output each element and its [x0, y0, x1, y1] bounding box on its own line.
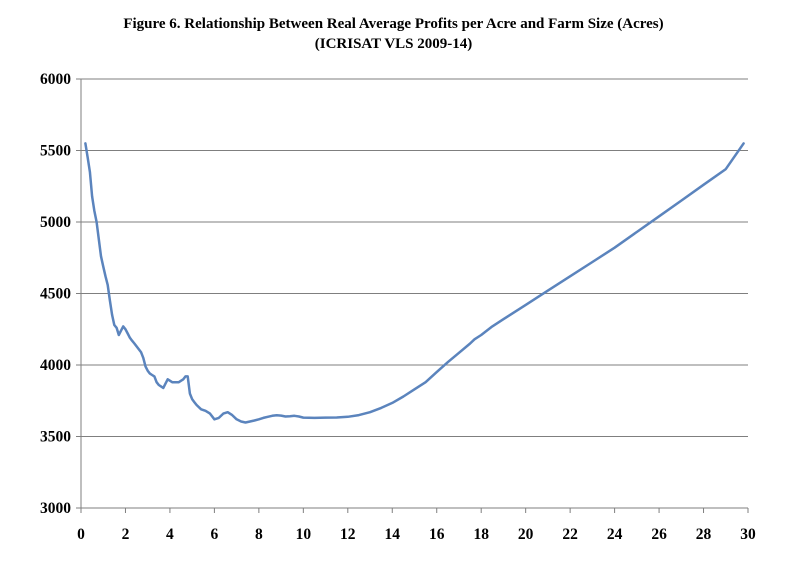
chart-subtitle: (ICRISAT VLS 2009-14) — [314, 36, 473, 52]
y-tick-label-4500: 4500 — [40, 286, 71, 303]
x-tick-label-14: 14 — [385, 526, 401, 543]
x-tick-label-8: 8 — [255, 526, 263, 543]
y-tick-label-5000: 5000 — [40, 214, 71, 231]
y-tick-label-6000: 6000 — [40, 71, 71, 88]
x-tick-labels: 0 2 4 6 8 10 12 14 16 18 20 22 24 26 28 30 — [77, 526, 756, 543]
y-tick-label-5500: 5500 — [40, 143, 71, 160]
x-tick-label-24: 24 — [607, 526, 623, 543]
x-tick-label-26: 26 — [651, 526, 667, 543]
chart-title: Figure 6. Relationship Between Real Aver… — [123, 16, 664, 32]
x-tick-label-10: 10 — [296, 526, 312, 543]
x-tick-label-30: 30 — [740, 526, 756, 543]
x-tick-label-18: 18 — [473, 526, 489, 543]
x-tick-label-12: 12 — [340, 526, 356, 543]
y-tick-label-3000: 3000 — [40, 500, 71, 517]
series-line-0 — [84, 142, 745, 424]
x-tick-label-16: 16 — [429, 526, 445, 543]
x-tick-label-28: 28 — [696, 526, 712, 543]
y-tick-labels: 3000 3500 4000 4500 5000 5500 6000 — [40, 71, 71, 517]
series-group — [84, 142, 745, 424]
x-tick-label-0: 0 — [77, 526, 85, 543]
y-tick-label-3500: 3500 — [40, 429, 71, 446]
x-tick-label-4: 4 — [166, 526, 174, 543]
x-tick-label-6: 6 — [211, 526, 219, 543]
x-tick-label-22: 22 — [562, 526, 578, 543]
x-tick-label-2: 2 — [122, 526, 130, 543]
x-tick-label-20: 20 — [518, 526, 534, 543]
axes — [76, 78, 749, 513]
y-tick-label-4000: 4000 — [40, 357, 71, 374]
gridlines — [81, 78, 748, 437]
